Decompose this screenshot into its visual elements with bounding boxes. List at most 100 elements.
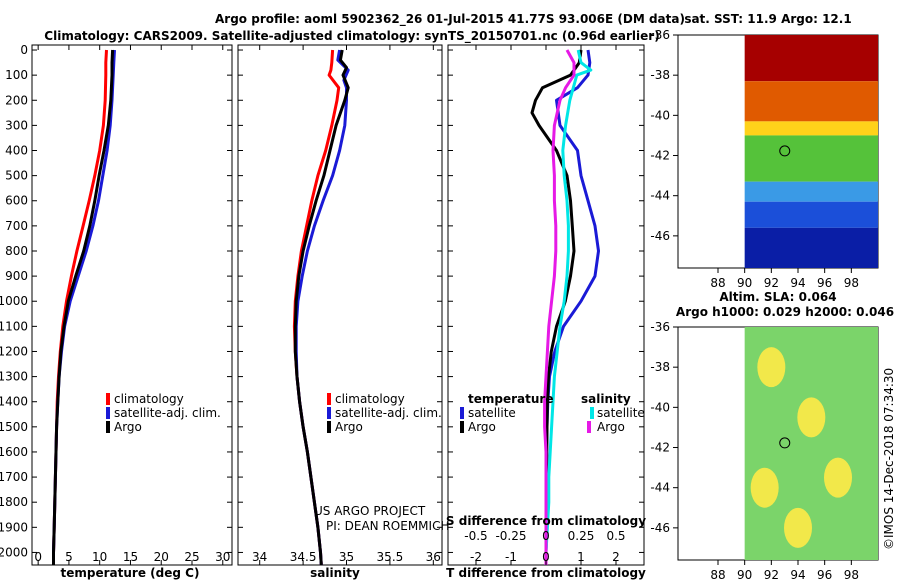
x-tick-label: 36: [426, 550, 441, 564]
x-tick-labels: 0 5 10 15 20 25 30 34 34.5 35 35.5 36 -2 -1 0 1 2 -0.5 -0.…: [34, 45, 626, 565]
x-tick-label: -2: [470, 550, 482, 564]
depth-tick-label: 2000: [0, 545, 28, 559]
salinity-axis-label: salinity: [310, 566, 360, 580]
x-tick-label: 0: [542, 550, 550, 564]
depth-tick-label: 600: [5, 194, 28, 208]
legend-swatch-t-satellite: [460, 407, 464, 419]
float-marker: [779, 437, 791, 449]
sst-band: [744, 121, 878, 136]
x-tick-label: 34.5: [290, 550, 317, 564]
lat-tick-label: -36: [650, 320, 670, 334]
salinity-panel: [237, 44, 443, 566]
sst-map-title: sat. SST: 11.9 Argo: 12.1: [684, 12, 851, 26]
depth-tick-label: 1400: [0, 395, 28, 409]
x-tick-label: 2: [612, 550, 620, 564]
sst-band: [744, 135, 878, 182]
depth-tick-label: 1200: [0, 344, 28, 358]
legend-swatch-satellite: [106, 407, 110, 419]
lon-tick-label: 92: [764, 568, 779, 580]
x-tick-label: 34: [252, 550, 267, 564]
legend-title-temperature: temperature: [468, 392, 553, 406]
x-tick-label: 20: [154, 550, 169, 564]
lon-tick-label: 94: [790, 568, 805, 580]
s-tick-label: 0.25: [568, 529, 595, 543]
temperature-legend: climatology satellite-adj. clim. Argo: [106, 392, 221, 434]
x-tick-label: 0: [34, 550, 42, 564]
series-argo: [293, 49, 350, 565]
x-tick-label: 35: [339, 550, 354, 564]
x-tick-label: -1: [505, 550, 517, 564]
float-marker: [779, 145, 791, 157]
depth-tick-label: 800: [5, 244, 28, 258]
series-s-satellite: [544, 49, 593, 565]
legend-swatch-satellite: [327, 407, 331, 419]
lon-tick-label: 92: [764, 276, 779, 290]
x-tick-label: 5: [65, 550, 73, 564]
depth-tick-label: 1800: [0, 495, 28, 509]
depth-tick-label: 1100: [0, 319, 28, 333]
sla-map-title2: Argo h1000: 0.029 h2000: 0.046: [676, 305, 894, 319]
sst-band: [744, 35, 878, 82]
salinity-legend: climatology satellite-adj. clim. Argo: [327, 392, 442, 434]
credit-line1: US ARGO PROJECT: [314, 504, 426, 518]
series-argo: [52, 49, 115, 565]
header-line1: Argo profile: aoml 5902362_26 01-Jul-201…: [215, 12, 685, 27]
lat-tick-label: -36: [650, 28, 670, 42]
temperature-axis-label: temperature (deg C): [61, 566, 200, 580]
s-tick-label: -0.5: [464, 529, 487, 543]
depth-tick-label: 700: [5, 219, 28, 233]
depth-tick-label: 200: [5, 93, 28, 107]
s-difference-axis-label: S difference from climatology: [446, 514, 646, 528]
s-tick-label: 0: [542, 529, 550, 543]
lat-tick-label: -40: [650, 400, 670, 414]
lon-tick-label: 98: [844, 276, 859, 290]
sla-feature: [750, 467, 779, 508]
depth-tick-label: 900: [5, 269, 28, 283]
legend-swatch-s-satellite: [590, 407, 594, 419]
depth-tick-label: 500: [5, 169, 28, 183]
lon-tick-label: 88: [710, 568, 725, 580]
t-difference-axis-label: T difference from climatology: [446, 566, 646, 580]
x-tick-label: 10: [92, 550, 107, 564]
legend-label: Argo: [468, 420, 496, 434]
legend-label: Argo: [597, 420, 625, 434]
x-tick-label: 35.5: [377, 550, 404, 564]
legend-swatch-argo: [327, 421, 331, 433]
legend-label: Argo: [335, 420, 363, 434]
x-tick-label: 30: [215, 550, 230, 564]
depth-axis: 0 100 200 300 400 500 600 700 800 900 1000 1100 1200…: [0, 43, 644, 559]
depth-tick-label: 1600: [0, 445, 28, 459]
sst-band: [744, 227, 878, 268]
sst-map: [744, 35, 878, 268]
lat-tick-label: -42: [650, 441, 670, 455]
depth-tick-label: 1900: [0, 520, 28, 534]
lon-tick-label: 98: [844, 568, 859, 580]
depth-tick-label: 400: [5, 144, 28, 158]
legend-swatch-climatology: [106, 393, 110, 405]
depth-tick-label: 0: [20, 43, 28, 57]
x-tick-label: 25: [184, 550, 199, 564]
s-tick-label: 0.5: [606, 529, 625, 543]
lon-tick-label: 96: [817, 276, 832, 290]
lat-tick-label: -46: [650, 521, 670, 535]
lat-tick-label: -38: [650, 360, 670, 374]
legend-swatch-t-argo: [460, 421, 464, 433]
legend-label: satellite: [597, 406, 645, 420]
sst-band: [744, 201, 878, 228]
sst-band: [744, 81, 878, 122]
lat-tick-label: -44: [650, 481, 670, 495]
sla-map-title1: Altim. SLA: 0.064: [719, 290, 836, 304]
legend-label: climatology: [114, 392, 184, 406]
legend-label: satellite-adj. clim.: [114, 406, 221, 420]
lat-tick-label: -44: [650, 189, 670, 203]
depth-tick-label: 1700: [0, 470, 28, 484]
sst-band: [744, 181, 878, 202]
series-s-argo: [543, 49, 576, 565]
lat-tick-label: -38: [650, 68, 670, 82]
depth-tick-label: 100: [5, 68, 28, 82]
sla-feature: [784, 507, 812, 548]
x-tick-label: 15: [123, 550, 138, 564]
credit-line2: PI: DEAN ROEMMICH: [326, 519, 449, 533]
